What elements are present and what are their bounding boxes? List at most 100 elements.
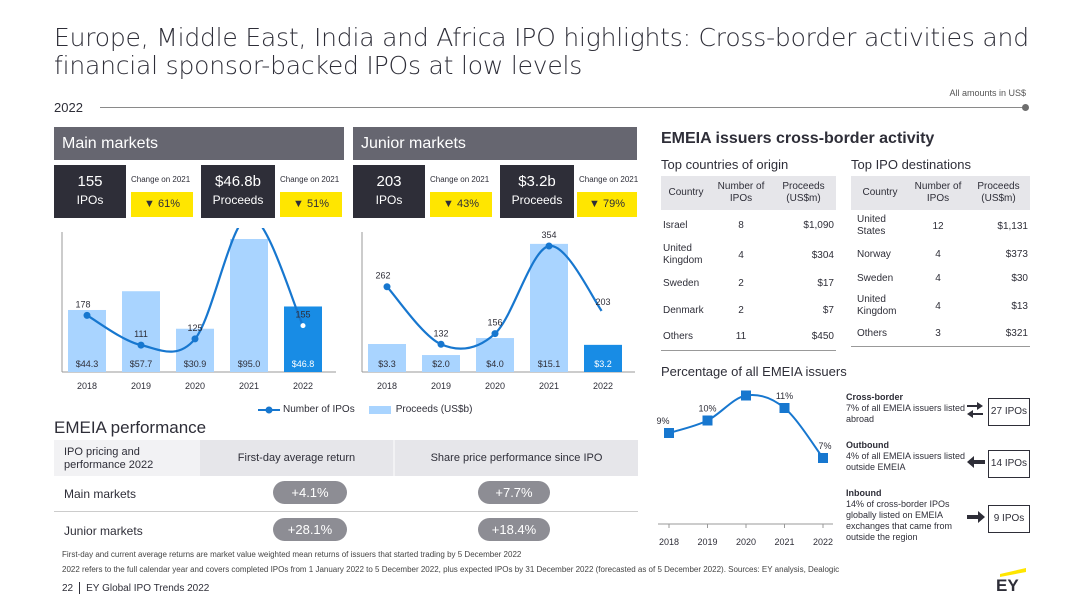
- pct-value-label: 7%: [818, 441, 831, 451]
- bar-proceeds: [530, 243, 568, 372]
- x-tick-label: 2018: [659, 537, 679, 547]
- bar-value-label: $44.3: [76, 359, 99, 369]
- bar-value-label: $57.7: [130, 359, 153, 369]
- performance-row-junior-label: Junior markets: [64, 524, 143, 538]
- legend-proceeds: Proceeds (US$b): [395, 404, 473, 415]
- bar-proceeds: [68, 309, 106, 372]
- main-proceeds-value: $46.8b: [215, 173, 261, 190]
- main-change2-label: Change on 2021: [280, 175, 340, 184]
- dest-number: 4: [935, 248, 941, 260]
- bar-proceeds: [122, 291, 160, 372]
- junior-change2-value: ▼ 79%: [577, 192, 637, 217]
- origin-proceeds: $1,090: [803, 219, 834, 231]
- ey-logo-text: EY: [996, 576, 1019, 595]
- bar-value-label: $2.0: [432, 359, 450, 369]
- origin-number: 4: [738, 249, 744, 261]
- table-row: Denmark 2 $7: [661, 296, 836, 324]
- table-row: United Kingdom 4 $13: [851, 290, 1030, 322]
- table-row: Israel 8 $1,090: [661, 210, 836, 240]
- line-point: [383, 283, 391, 291]
- line-point: [437, 340, 445, 348]
- box-9-ipos: 9 IPOs: [988, 505, 1030, 533]
- origin-country: Denmark: [663, 304, 704, 316]
- origin-header-country: Country: [661, 176, 711, 210]
- dest-number: 4: [935, 300, 941, 312]
- origin-table-header: Country Number of IPOs Proceeds (US$m): [661, 176, 836, 210]
- x-tick-label: 2018: [377, 381, 397, 391]
- main-proceeds-label: Proceeds: [212, 193, 264, 207]
- performance-title: EMEIA performance: [54, 418, 207, 437]
- divider-dot: [1022, 104, 1029, 111]
- divider: [100, 107, 1025, 108]
- line-percentage: [668, 394, 824, 459]
- origin-header-number: Number of IPOs: [711, 176, 771, 210]
- dest-number: 3: [935, 328, 941, 340]
- dest-proceeds: $30: [1011, 272, 1028, 284]
- year-label: 2022: [54, 100, 83, 115]
- performance-main-first-day: +4.1%: [273, 481, 347, 504]
- box-27-ipos: 27 IPOs: [988, 398, 1030, 426]
- junior-ipos-label: IPOs: [375, 193, 403, 207]
- origin-proceeds: $450: [811, 331, 834, 343]
- x-tick-label: 2022: [813, 537, 833, 547]
- performance-row-main-label: Main markets: [64, 487, 137, 501]
- footnote-1: First-day and current average returns ar…: [62, 550, 522, 559]
- double-arrow-icon: [967, 402, 983, 418]
- line-point: [491, 330, 499, 338]
- dest-number: 4: [935, 272, 941, 284]
- main-ipos-label: IPOs: [76, 193, 104, 207]
- origin-country: Israel: [663, 219, 688, 231]
- table-row: Sweden 4 $30: [851, 266, 1030, 290]
- destinations-table-header: Country Number of IPOs Proceeds (US$m): [851, 176, 1030, 210]
- pct-value-label: 11%: [776, 391, 793, 401]
- x-tick-label: 2021: [774, 537, 794, 547]
- dest-header-number: Number of IPOs: [909, 176, 967, 210]
- legend-ipos: Number of IPOs: [283, 404, 355, 415]
- origin-title: Top countries of origin: [661, 157, 789, 172]
- origin-number: 2: [738, 304, 744, 316]
- performance-col1: First-day average return: [200, 440, 393, 476]
- note-outbound: Outbound 4% of all EMEIA issuers listed …: [846, 440, 966, 473]
- line-value-label: 262: [375, 271, 390, 281]
- table-row: Sweden 2 $17: [661, 270, 836, 296]
- dest-header-country: Country: [851, 176, 909, 210]
- line-point: [300, 323, 306, 329]
- dest-proceeds: $13: [1011, 300, 1028, 312]
- legend-line-icon: [258, 406, 280, 413]
- ey-logo-mark: [1000, 568, 1026, 577]
- performance-row-header: IPO pricing and performance 2022: [64, 446, 154, 471]
- note-crossborder: Cross-border 7% of all EMEIA issuers lis…: [846, 392, 966, 425]
- note-crossborder-text: 7% of all EMEIA issuers listed abroad: [846, 403, 966, 424]
- crossborder-title: EMEIA issuers cross-border activity: [661, 130, 935, 147]
- note-outbound-text: 4% of all EMEIA issuers listed outside E…: [846, 451, 966, 472]
- x-tick-label: 2019: [697, 537, 717, 547]
- junior-change1-label: Change on 2021: [430, 175, 490, 184]
- origin-number: 11: [735, 331, 747, 343]
- junior-proceeds-value: $3.2b: [518, 173, 556, 190]
- pct-point: [741, 390, 751, 401]
- bar-value-label: $95.0: [238, 359, 261, 369]
- line-point: [83, 311, 91, 319]
- page-title: Europe, Middle East, India and Africa IP…: [54, 23, 1029, 80]
- line-point: [191, 335, 199, 343]
- bar-proceeds: [584, 344, 622, 372]
- note-crossborder-heading: Cross-border: [846, 392, 904, 402]
- performance-junior-first-day: +28.1%: [273, 518, 347, 541]
- legend-bar-icon: [368, 405, 391, 414]
- junior-proceeds-label: Proceeds: [511, 193, 563, 207]
- amounts-note: All amounts in US$: [949, 88, 1026, 98]
- line-number-of-ipos: [86, 228, 304, 353]
- pct-point: [779, 403, 790, 413]
- dest-header-proceeds: Proceeds (US$m): [967, 176, 1030, 210]
- table-row: Others 3 $321: [851, 322, 1030, 346]
- footer: 22 EY Global IPO Trends 2022: [62, 582, 209, 594]
- arrow-right-icon: [967, 511, 985, 523]
- main-ipos-value: 155: [77, 173, 103, 190]
- pct-title: Percentage of all EMEIA issuers: [661, 364, 847, 379]
- bar-proceeds: [368, 344, 406, 372]
- page-number: 22: [62, 582, 74, 594]
- dest-proceeds: $321: [1005, 328, 1028, 340]
- bar-proceeds: [422, 355, 460, 372]
- junior-markets-chart: $3.3 2018 $2.0 2019 $4.0 2020 $15.1 2021 $3.2 202…: [361, 230, 635, 391]
- junior-markets-header: Junior markets: [353, 127, 637, 160]
